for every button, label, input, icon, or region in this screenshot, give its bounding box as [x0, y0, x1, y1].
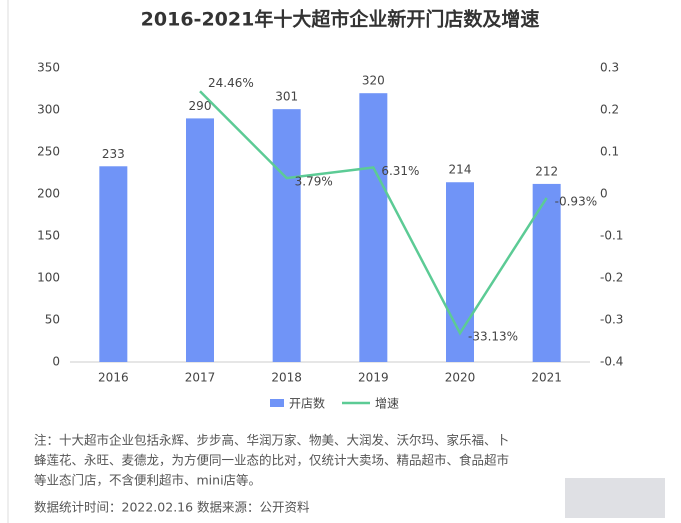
- data-label: 233: [102, 147, 125, 161]
- data-label: 320: [362, 74, 385, 88]
- y2-tick-label: -0.4: [600, 355, 623, 369]
- data-label: 214: [449, 163, 472, 177]
- data-label: 6.31%: [381, 164, 419, 178]
- x-tick-label: 2016: [98, 371, 129, 385]
- y-tick-label: 300: [37, 103, 60, 117]
- bar: [359, 93, 388, 362]
- x-tick-label: 2018: [271, 371, 302, 385]
- chart-title: 2016-2021年十大超市企业新开门店数及增速: [141, 8, 540, 31]
- y-tick-label: 50: [45, 313, 60, 327]
- legend-swatch: [270, 399, 284, 407]
- y2-tick-label: 0.3: [600, 61, 619, 75]
- y-tick-label: 250: [37, 145, 60, 159]
- blurred-image: [565, 478, 665, 518]
- data-label: -33.13%: [468, 330, 518, 344]
- x-tick-label: 2020: [445, 371, 476, 385]
- data-label: 3.79%: [295, 175, 333, 189]
- bar: [186, 118, 214, 363]
- note: 注：十大超市企业包括永辉、步步高、华润万家、物美、大润发、沃尔玛、家乐福、卜: [34, 433, 509, 448]
- y-tick-label: 100: [37, 271, 60, 285]
- y2-tick-label: 0: [600, 187, 608, 201]
- y2-tick-label: -0.3: [600, 313, 623, 327]
- note: 等业态门店，不含便利超市、mini店等。: [34, 473, 261, 488]
- y2-tick-label: 0.2: [600, 103, 619, 117]
- legend-label: 增速: [375, 397, 399, 411]
- note: 蜂莲花、永旺、麦德龙，为方便同一业态的比对，仅统计大卖场、精品超市、食品超市: [34, 453, 509, 468]
- y-tick-label: 150: [37, 229, 60, 243]
- x-tick-label: 2021: [531, 371, 562, 385]
- data-label: 290: [189, 99, 212, 113]
- bar: [272, 109, 301, 362]
- y-tick-label: 0: [52, 355, 60, 369]
- data-label: 24.46%: [208, 76, 254, 90]
- y2-tick-label: -0.2: [600, 271, 623, 285]
- y-tick-label: 350: [37, 61, 60, 75]
- bar: [99, 166, 128, 362]
- data-label: -0.93%: [555, 194, 597, 208]
- data-label: 301: [275, 90, 298, 104]
- legend-label: 开店数: [289, 396, 325, 411]
- y-tick-label: 200: [37, 187, 60, 201]
- bar: [532, 183, 561, 362]
- x-tick-label: 2017: [185, 371, 216, 385]
- data-label: 212: [535, 164, 558, 178]
- x-tick-label: 2019: [358, 371, 389, 385]
- line: [199, 90, 548, 336]
- source: 数据统计时间：2022.02.16 数据来源：公开资料: [34, 500, 310, 515]
- y2-tick-label: 0.1: [600, 145, 619, 159]
- y2-tick-label: -0.1: [600, 229, 623, 243]
